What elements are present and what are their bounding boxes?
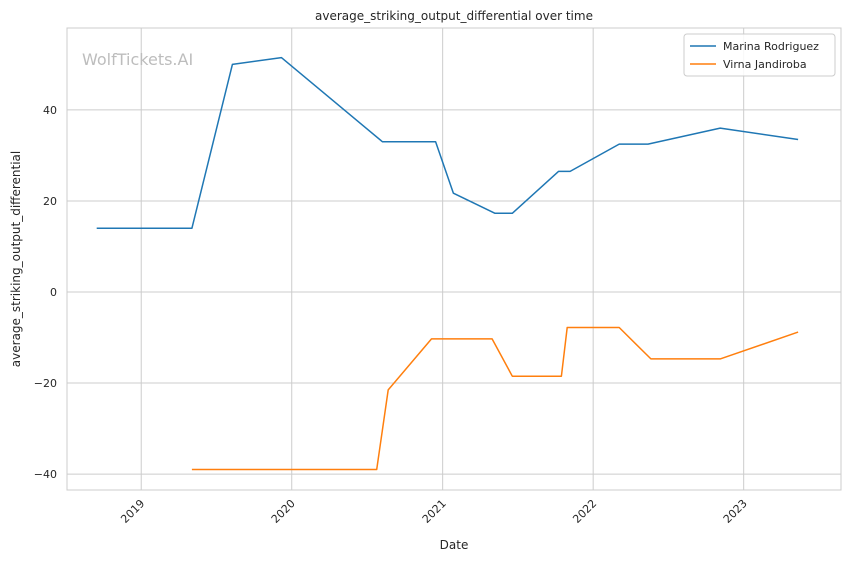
plot-frame (66, 27, 842, 491)
grid-lines (67, 28, 841, 490)
y-tick-label: 20 (43, 195, 57, 208)
series-lines (96, 56, 799, 471)
legend-label: Marina Rodriguez (723, 40, 819, 53)
chart-title: average_striking_output_differential ove… (315, 9, 593, 23)
y-tick-label: 40 (43, 104, 57, 117)
y-axis-ticks: −40 −20 0 20 40 (34, 104, 57, 481)
y-tick-label: −20 (34, 377, 57, 390)
series-line-virna-jandiroba (191, 326, 799, 471)
watermark: WolfTickets.AI (82, 50, 193, 69)
y-axis-label: average_striking_output_differential (9, 151, 23, 367)
y-tick-label: −40 (34, 468, 57, 481)
y-tick-label: 0 (50, 286, 57, 299)
series-line-marina-rodriguez (96, 56, 799, 230)
legend-label: Virna Jandiroba (723, 58, 807, 71)
legend: Marina Rodriguez Virna Jandiroba (683, 33, 836, 77)
x-axis-label: Date (440, 538, 469, 552)
legend-box (683, 33, 836, 77)
